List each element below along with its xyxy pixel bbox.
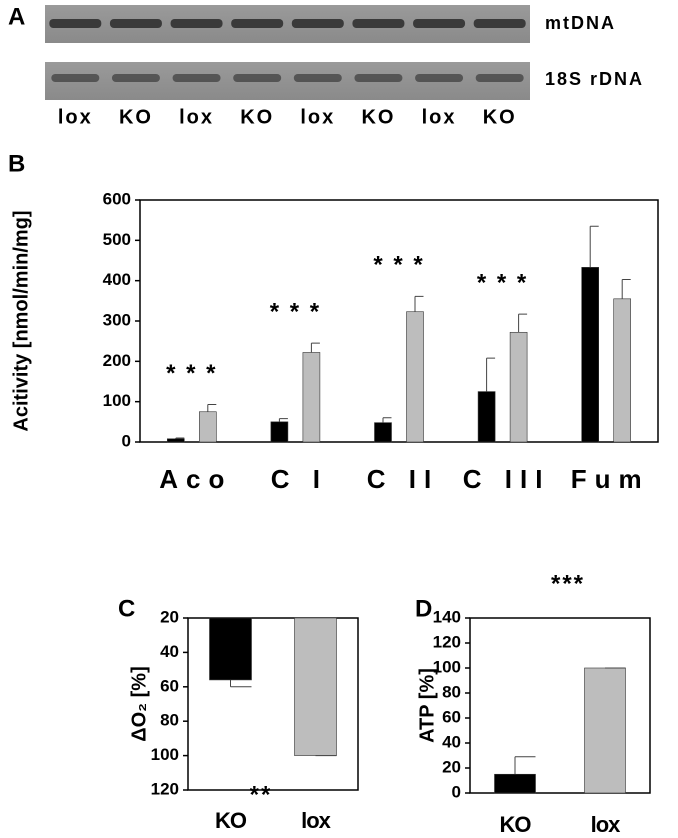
lane-label: KO (483, 106, 517, 128)
y-tick-label: 500 (103, 230, 131, 249)
bar (510, 332, 527, 442)
plot-frame (140, 200, 658, 442)
gel-band (173, 74, 221, 82)
y-tick-label: 60 (160, 676, 179, 695)
gel-band (352, 19, 404, 28)
bar (210, 618, 252, 680)
gel-band (415, 74, 463, 82)
gel-band (413, 19, 465, 28)
gel-band (354, 74, 402, 82)
y-tick-label: 100 (103, 391, 131, 410)
significance: * * * (166, 360, 217, 387)
y-tick-label: 200 (103, 351, 131, 370)
y-tick-label: 0 (452, 782, 461, 801)
significance: * * * (270, 299, 321, 326)
significance: ** (250, 781, 273, 808)
gel-band (294, 74, 342, 82)
y-tick-label: 100 (433, 657, 461, 676)
bar (167, 439, 184, 442)
x-tick-label: KO (500, 812, 532, 837)
significance: *** (551, 570, 585, 597)
bar (585, 668, 626, 793)
panel-label: A (8, 3, 25, 30)
y-tick-label: 400 (103, 270, 131, 289)
error-bar (515, 757, 536, 775)
bar (303, 352, 320, 442)
gel-band (474, 19, 526, 28)
significance: * * * (477, 269, 528, 296)
y-axis-label: ATP [%] (416, 668, 438, 743)
figure: A mtDNA 18S rDNA lox KO lox KO lox KO lox KO B Acit… (0, 0, 678, 838)
gel-band (476, 74, 524, 82)
x-tick-label: Aco (159, 464, 232, 494)
x-tick-label: C III (463, 464, 551, 494)
error-bar (519, 314, 528, 332)
significance: * * * (373, 252, 424, 279)
gel-band (110, 19, 162, 28)
bar (614, 299, 631, 442)
y-tick-label: 40 (442, 732, 461, 751)
panel-label: B (8, 150, 25, 177)
bar (199, 412, 216, 442)
bar (295, 618, 337, 756)
lane-label: KO (361, 106, 395, 128)
lane-label: lox (422, 106, 457, 128)
bar (478, 392, 495, 442)
gel-band (112, 74, 160, 82)
x-tick-label: C I (271, 464, 328, 494)
y-tick-label: 120 (151, 779, 179, 798)
y-axis-label: Acitivity [nmol/min/mg] (10, 210, 32, 431)
lane-label: KO (119, 106, 153, 128)
gel-row-label: mtDNA (545, 13, 616, 33)
error-bar (415, 296, 424, 311)
error-bar (383, 418, 392, 423)
bar (582, 267, 599, 442)
bar (407, 312, 424, 442)
y-tick-label: 20 (442, 757, 461, 776)
y-axis-label: ΔO₂ [%] (128, 666, 150, 741)
y-tick-label: 100 (151, 745, 179, 764)
gel-band (231, 19, 283, 28)
gel-row-label: 18S rDNA (545, 69, 644, 89)
gel-band (171, 19, 223, 28)
panel-label: C (118, 595, 135, 622)
error-bar (590, 226, 599, 267)
error-bar (311, 343, 320, 352)
x-tick-label: lox (591, 812, 622, 837)
error-bar (279, 419, 288, 422)
x-tick-label: lox (301, 808, 332, 833)
y-tick-label: 140 (433, 607, 461, 626)
gel-band (49, 19, 101, 28)
gel-band (51, 74, 99, 82)
error-bar (487, 358, 496, 391)
gel-band (292, 19, 344, 28)
error-bar (622, 279, 631, 298)
x-tick-label: C II (367, 464, 439, 494)
y-tick-label: 300 (103, 310, 131, 329)
error-bar (231, 680, 252, 687)
bar (271, 422, 288, 442)
y-tick-label: 40 (160, 642, 179, 661)
y-tick-label: 120 (433, 632, 461, 651)
y-tick-label: 80 (442, 682, 461, 701)
x-tick-label: Fum (571, 464, 650, 494)
y-tick-label: 60 (442, 707, 461, 726)
error-bar (208, 404, 217, 411)
bar (495, 774, 536, 793)
lane-label: lox (58, 106, 93, 128)
y-tick-label: 20 (160, 607, 179, 626)
y-tick-label: 600 (103, 189, 131, 208)
panel-label: D (415, 595, 432, 622)
lane-label: lox (179, 106, 214, 128)
y-tick-label: 80 (160, 711, 179, 730)
lane-label: KO (240, 106, 274, 128)
lane-label: lox (300, 106, 335, 128)
x-tick-label: KO (215, 808, 247, 833)
gel-band (233, 74, 281, 82)
bar (375, 423, 392, 442)
y-tick-label: 0 (122, 431, 131, 450)
